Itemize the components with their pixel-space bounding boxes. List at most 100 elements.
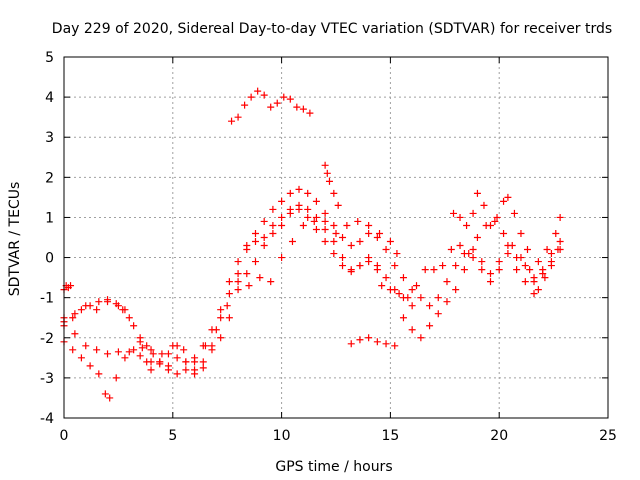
data-point	[173, 354, 181, 362]
data-point	[554, 246, 562, 254]
data-point	[243, 270, 251, 278]
data-point	[382, 340, 390, 348]
data-point	[556, 213, 564, 221]
data-point	[469, 254, 477, 262]
data-point	[136, 352, 144, 360]
x-tick-label: 5	[168, 428, 177, 444]
data-point	[295, 201, 303, 209]
x-tick-label: 15	[381, 428, 399, 444]
data-point	[93, 306, 101, 314]
data-point	[382, 246, 390, 254]
data-point	[510, 209, 518, 217]
data-point	[245, 282, 253, 290]
data-point	[95, 370, 103, 378]
data-point	[373, 234, 381, 241]
data-point	[330, 221, 338, 229]
data-point	[417, 334, 425, 342]
data-point	[225, 278, 233, 286]
data-point	[182, 366, 190, 374]
data-points	[60, 87, 564, 402]
data-point	[119, 306, 127, 314]
data-point	[373, 266, 381, 274]
series-track-9	[378, 213, 564, 302]
data-point	[404, 294, 412, 302]
data-point	[382, 274, 390, 282]
data-point	[247, 93, 255, 101]
data-point	[456, 242, 464, 250]
data-point	[191, 354, 199, 362]
x-tick-label: 10	[273, 428, 291, 444]
data-point	[534, 286, 542, 294]
data-point	[332, 229, 340, 237]
data-point	[201, 342, 209, 350]
data-point	[486, 270, 494, 278]
data-point	[347, 340, 355, 348]
data-point	[241, 101, 249, 109]
data-point	[125, 348, 133, 356]
data-point	[104, 350, 112, 358]
data-point	[517, 229, 525, 237]
data-point	[399, 314, 407, 322]
data-point	[273, 99, 281, 107]
data-point	[191, 370, 199, 378]
data-point	[552, 229, 560, 237]
data-point	[354, 217, 362, 225]
data-point	[312, 225, 320, 233]
data-point	[373, 338, 381, 346]
data-point	[82, 342, 90, 350]
series-track-4	[60, 201, 381, 378]
data-point	[180, 346, 188, 354]
series-track-6	[228, 87, 314, 125]
data-point	[486, 278, 494, 286]
data-point	[173, 342, 181, 350]
data-point	[304, 189, 312, 197]
data-point	[539, 270, 547, 278]
y-tick-labels: -4 -3 -2 -1 0 1 2 3 4 5	[40, 50, 54, 427]
y-tick-label: 3	[45, 130, 54, 146]
data-point	[158, 350, 166, 358]
data-point	[234, 286, 242, 294]
data-point	[480, 201, 488, 209]
data-point	[504, 193, 512, 201]
data-point	[399, 274, 407, 282]
data-point	[452, 286, 460, 294]
data-point	[504, 250, 512, 258]
data-point	[530, 278, 538, 286]
x-tick-label: 0	[60, 428, 69, 444]
data-point	[293, 103, 301, 111]
data-point	[500, 197, 508, 205]
data-point	[286, 189, 294, 197]
data-point	[391, 342, 399, 350]
data-point	[356, 336, 364, 344]
data-point	[473, 234, 481, 241]
data-point	[339, 262, 347, 270]
data-point	[199, 358, 207, 366]
data-point	[286, 95, 294, 103]
data-point	[365, 254, 373, 262]
data-point	[534, 258, 542, 266]
data-point	[269, 221, 277, 229]
data-point	[463, 221, 471, 229]
data-point	[452, 262, 460, 270]
data-point	[234, 270, 242, 278]
data-point	[339, 234, 347, 241]
data-point	[223, 302, 231, 310]
data-point	[493, 213, 501, 221]
data-point	[267, 278, 275, 286]
data-point	[434, 310, 442, 318]
data-point	[225, 290, 233, 298]
data-point	[330, 238, 338, 246]
data-point	[365, 221, 373, 229]
data-point	[77, 306, 85, 314]
data-point	[286, 205, 294, 213]
data-point	[469, 209, 477, 217]
x-tick-labels: 0 5 10 15 20 25	[60, 428, 617, 444]
data-point	[439, 262, 447, 270]
data-point	[280, 93, 288, 101]
data-point	[460, 250, 468, 258]
data-point	[486, 221, 494, 229]
data-point	[430, 266, 438, 274]
data-point	[426, 302, 434, 310]
data-point	[310, 217, 318, 225]
